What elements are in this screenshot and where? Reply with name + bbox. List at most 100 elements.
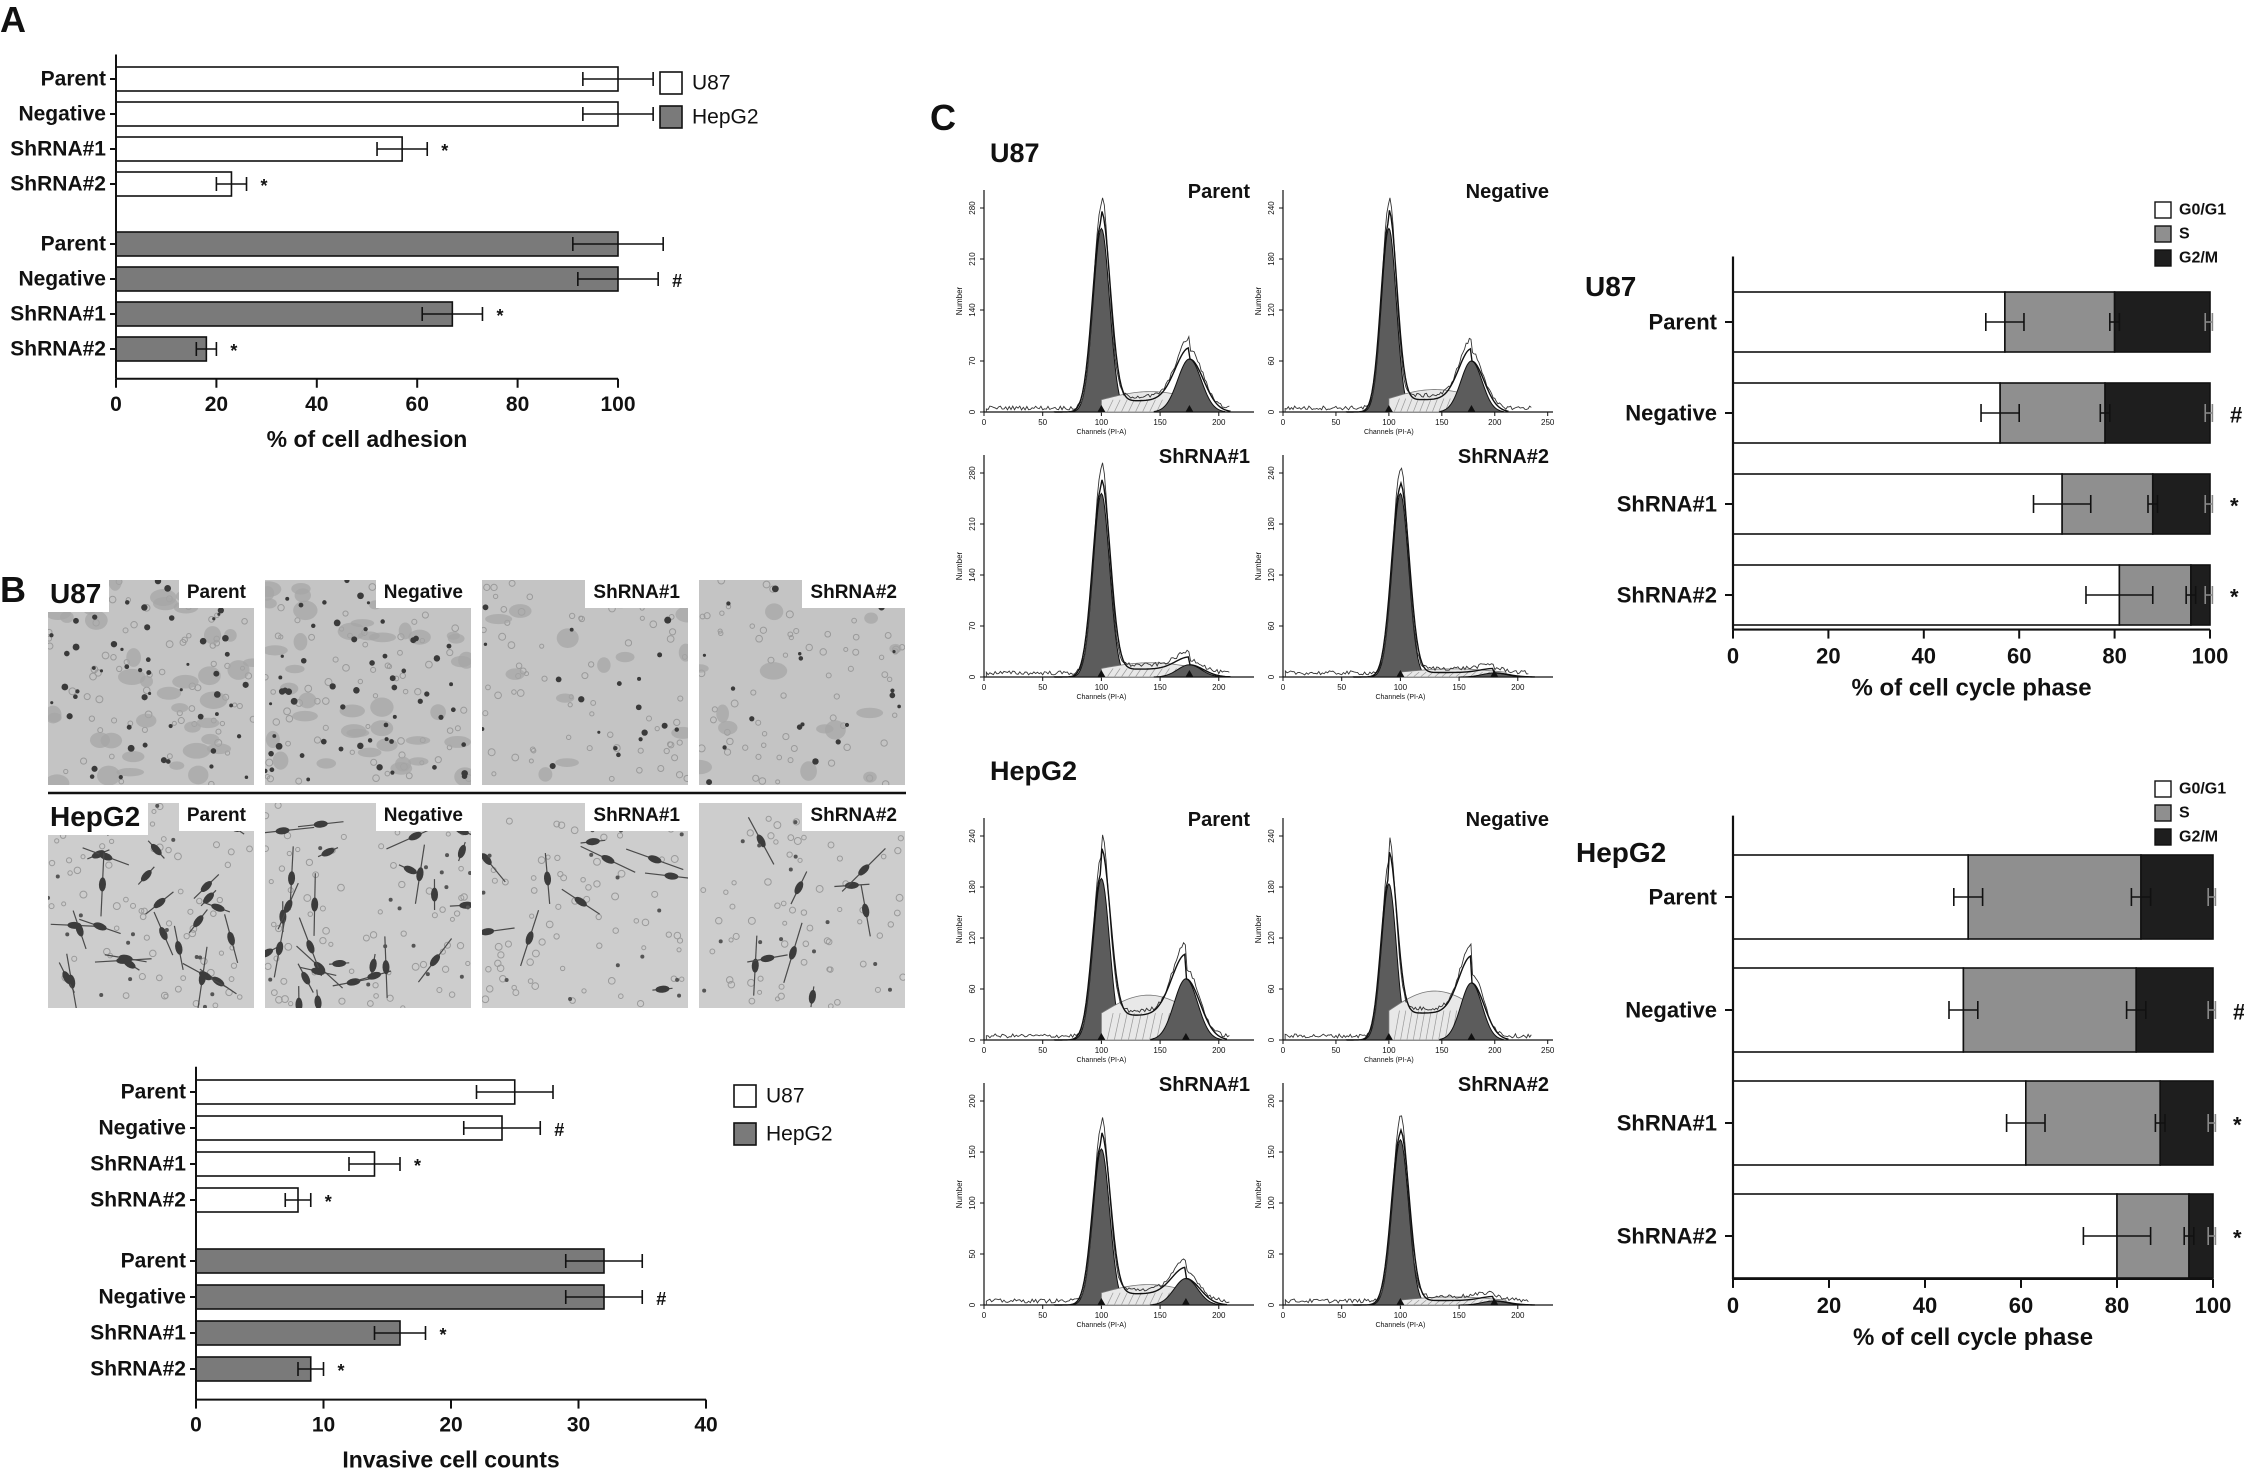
membrane-pore (105, 861, 113, 869)
cell-dot (49, 633, 54, 638)
x-tick-label: 100 (600, 393, 635, 416)
category-label: Negative (98, 1286, 186, 1309)
membrane-pore (288, 1001, 294, 1007)
membrane-pore (456, 942, 465, 950)
x-tick-label: 150 (1153, 683, 1167, 692)
membrane-pore (366, 1000, 374, 1007)
membrane-pore (241, 618, 248, 625)
membrane-pore (859, 960, 867, 968)
x-axis-title: % of cell cycle phase (1851, 675, 2091, 702)
membrane-pore (421, 611, 429, 619)
s-phase-hatch (1128, 1292, 1135, 1306)
membrane-pore (786, 851, 793, 858)
x-axis-title: Channels (PI-A) (1076, 1057, 1126, 1064)
flow-histogram: 0 60 120 180 240 Number 0 50 100 150 200 250 Channel… (1254, 181, 1555, 436)
x-tick-label: 150 (1435, 1046, 1449, 1055)
membrane-pore (717, 580, 726, 585)
cell-blob (199, 691, 228, 709)
membrane-pore (483, 583, 491, 591)
cell-dot (213, 691, 221, 698)
cell-blob (298, 692, 317, 709)
membrane-pore (174, 852, 182, 861)
s-phase-hatch (1156, 1012, 1163, 1041)
cell-blob (765, 603, 784, 621)
significance-mark: * (441, 141, 448, 161)
x-tick-label: 200 (1488, 418, 1502, 427)
category-label: ShRNA#1 (90, 1153, 186, 1176)
micrograph-image: Negative (265, 580, 471, 785)
cell-dot (214, 712, 219, 716)
membrane-pore (496, 964, 505, 973)
cell-body (140, 869, 152, 882)
x-axis-title: Channels (PI-A) (1375, 1322, 1425, 1329)
x-tick-label: 0 (1727, 1293, 1739, 1318)
membrane-pore (449, 916, 455, 922)
y-tick-label: 120 (1267, 303, 1276, 317)
flow-group-title: HepG2 (990, 756, 1077, 786)
membrane-pore (110, 654, 117, 661)
significance-mark: # (672, 271, 682, 291)
cell-blob (615, 651, 635, 663)
membrane-pore (111, 717, 118, 724)
s-phase-hatch (1106, 1012, 1114, 1041)
membrane-pore (337, 883, 345, 892)
cell-body (525, 931, 534, 945)
cell-dot (459, 974, 464, 979)
membrane-pore (612, 927, 619, 934)
membrane-pore (507, 641, 516, 650)
cell-dot (445, 853, 450, 858)
cell-dot (210, 992, 215, 997)
membrane-pore (790, 744, 798, 752)
membrane-pore (373, 993, 379, 999)
membrane-pore (357, 678, 364, 685)
membrane-pore (491, 877, 498, 884)
membrane-pore (757, 975, 764, 982)
cell-dot (306, 777, 311, 782)
cell-dot (275, 742, 283, 750)
cell-dot (168, 723, 173, 729)
category-label: Negative (18, 268, 106, 291)
bar (115, 266, 619, 292)
membrane-pore (228, 976, 235, 982)
membrane-pore (272, 718, 281, 726)
y-tick-label: 210 (968, 517, 977, 531)
significance-mark: * (2233, 1113, 2242, 1138)
cell-dot (793, 854, 798, 859)
x-tick-label: 100 (2195, 1293, 2232, 1318)
membrane-pore (79, 890, 88, 899)
cell-dot (269, 702, 273, 706)
flow-histogram: 0 70 140 210 280 Number 0 50 100 150 200 Channels (… (955, 181, 1254, 436)
cell-blob (152, 596, 178, 611)
membrane-pore (797, 857, 803, 863)
membrane-pore (492, 593, 499, 600)
cell-dot (798, 652, 802, 656)
y-tick-label: 140 (968, 568, 977, 582)
y-tick-label: 120 (1267, 931, 1276, 945)
cell-body (98, 877, 106, 892)
category-label: Negative (1625, 998, 1717, 1023)
x-tick-label: 50 (1038, 1311, 1047, 1320)
y-tick-label: 140 (968, 303, 977, 317)
membrane-pore (752, 774, 760, 782)
fit-curve (1353, 480, 1535, 678)
peak-marker (1185, 405, 1194, 412)
membrane-pore (210, 910, 217, 917)
membrane-pore (663, 747, 670, 755)
membrane-pore (673, 931, 682, 940)
cell-dot (50, 701, 54, 705)
membrane-pore (171, 720, 177, 726)
membrane-pore (748, 997, 756, 1005)
membrane-pore (787, 834, 795, 842)
membrane-pore (595, 913, 602, 921)
membrane-pore (559, 965, 566, 972)
cell-body (200, 880, 212, 892)
cell-blob (678, 643, 688, 662)
membrane-pore (675, 771, 684, 779)
membrane-pore (586, 745, 593, 752)
membrane-pore (88, 715, 96, 722)
cell-dot (318, 846, 323, 851)
membrane-pore (670, 855, 679, 863)
cell-dot (589, 852, 594, 857)
membrane-pore (677, 695, 684, 702)
cell-dot (338, 746, 344, 752)
